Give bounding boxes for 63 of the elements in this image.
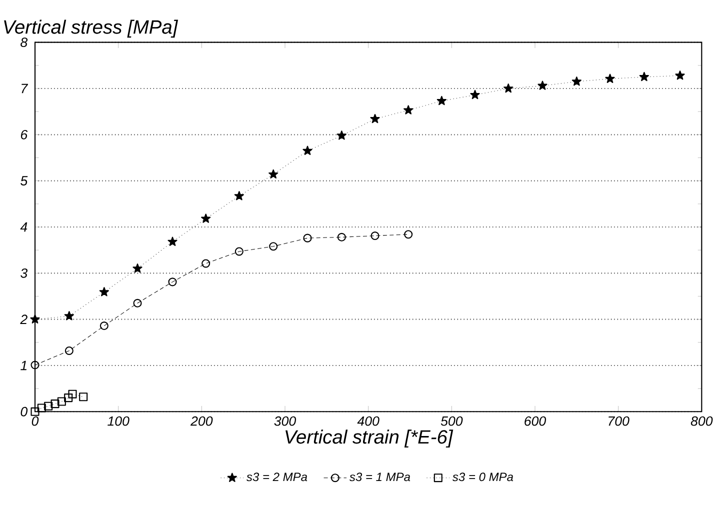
y-tick-label: 0	[20, 406, 28, 416]
point	[64, 311, 74, 320]
point	[337, 232, 346, 242]
point	[370, 231, 380, 240]
point	[404, 105, 414, 114]
y-tick-label: 2	[20, 314, 28, 324]
point	[370, 114, 380, 124]
point	[64, 394, 73, 402]
point	[168, 236, 178, 246]
point	[30, 360, 40, 370]
y-tick-label: 8	[20, 38, 28, 48]
point	[268, 169, 278, 179]
point	[269, 242, 278, 251]
legend-label: s3 = 1 MPa	[349, 472, 410, 482]
y-tick-label: 1	[20, 360, 27, 370]
x-tick-label: 200	[190, 416, 213, 426]
point	[234, 191, 244, 200]
point	[404, 230, 413, 239]
x-tick-label: 600	[524, 416, 546, 426]
legend-label: s3 = 0 MPa	[452, 472, 514, 482]
x-tick-label: 700	[608, 416, 630, 426]
point	[79, 392, 88, 402]
legend-label: s3 = 2 MPa	[246, 472, 308, 482]
point	[504, 83, 514, 93]
point	[68, 390, 77, 398]
point	[436, 96, 446, 106]
point	[336, 130, 346, 140]
point	[37, 404, 46, 412]
point	[44, 402, 53, 410]
point	[639, 72, 649, 82]
point	[234, 247, 244, 256]
point	[470, 90, 480, 100]
x-tick-label: 100	[108, 416, 130, 426]
point	[538, 80, 548, 90]
point	[57, 397, 66, 406]
x-tick-label: 800	[690, 416, 713, 426]
point	[30, 314, 40, 324]
point	[202, 259, 210, 268]
point	[201, 214, 211, 223]
point	[50, 400, 60, 408]
x-tick-label: 300	[274, 416, 296, 426]
y-axis-title: Vertical stress [MPa]	[4, 20, 178, 38]
point	[572, 76, 582, 86]
y-tick-label: 7	[22, 84, 28, 94]
point	[675, 70, 685, 80]
x-tick-label: 400	[357, 416, 380, 426]
point	[303, 234, 312, 242]
y-tick-label: 5	[20, 176, 28, 186]
point	[605, 74, 615, 83]
point	[168, 278, 177, 286]
y-tick-label: 3	[20, 268, 28, 278]
point	[30, 407, 40, 416]
y-tick-label: 4	[20, 222, 28, 232]
x-tick-label: 500	[440, 416, 463, 426]
x-axis-title: Vertical strain [*E-6]	[286, 430, 454, 448]
point	[99, 287, 109, 296]
point	[64, 346, 74, 355]
point	[133, 298, 142, 308]
x-tick-label: 0	[32, 416, 39, 426]
point	[302, 146, 312, 155]
point	[132, 264, 142, 273]
point	[100, 322, 108, 330]
y-tick-label: 6	[20, 130, 28, 140]
